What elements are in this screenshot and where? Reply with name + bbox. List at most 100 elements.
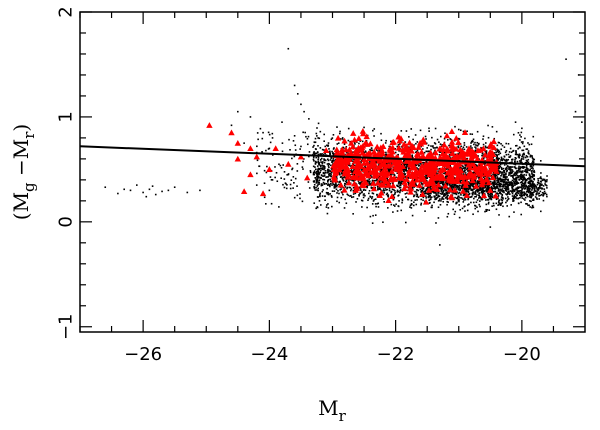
data-point — [487, 124, 489, 127]
data-point — [516, 172, 519, 174]
data-point — [426, 193, 429, 195]
red-triangle-point — [432, 149, 439, 156]
data-point — [519, 194, 521, 197]
y-tick-label: 0 — [56, 216, 77, 227]
data-point — [496, 179, 498, 182]
data-point — [524, 161, 527, 164]
red-triangle-point — [427, 160, 435, 167]
data-point — [400, 181, 402, 184]
data-point — [546, 187, 548, 189]
data-point — [509, 168, 511, 171]
data-point — [439, 203, 442, 206]
data-point — [345, 179, 348, 182]
data-point — [477, 210, 479, 213]
data-point — [481, 152, 484, 155]
data-point — [414, 134, 417, 136]
data-point — [475, 147, 477, 149]
data-point — [538, 182, 540, 185]
data-point — [495, 156, 498, 159]
data-point — [439, 180, 442, 182]
data-point — [371, 149, 373, 152]
data-point — [320, 174, 323, 176]
data-point — [331, 205, 333, 208]
data-point — [510, 174, 513, 177]
red-triangle-point — [461, 129, 469, 135]
data-point — [327, 158, 329, 161]
data-point — [446, 215, 449, 218]
data-point — [429, 195, 432, 197]
data-point — [340, 171, 343, 174]
data-point — [428, 202, 431, 204]
data-point — [333, 147, 335, 149]
data-point — [481, 198, 484, 200]
data-point — [472, 138, 475, 141]
data-point — [411, 155, 414, 158]
data-point — [280, 166, 283, 169]
data-point — [498, 185, 501, 188]
data-point — [415, 193, 418, 195]
data-point — [520, 160, 522, 162]
data-point — [522, 141, 524, 143]
data-point — [515, 152, 517, 154]
data-point — [314, 177, 317, 179]
data-point — [520, 131, 523, 134]
data-point — [503, 174, 505, 177]
data-point — [314, 168, 317, 171]
data-point — [446, 203, 448, 206]
data-point — [533, 171, 536, 173]
data-point — [454, 210, 457, 213]
data-point — [431, 204, 433, 207]
red-triangle-point — [352, 173, 359, 180]
data-point — [510, 171, 513, 174]
data-point — [485, 189, 487, 191]
data-point — [525, 168, 527, 171]
data-point — [499, 152, 502, 155]
fit-line — [79, 145, 586, 168]
data-point — [417, 189, 420, 192]
data-point — [508, 174, 510, 177]
data-point — [421, 189, 424, 192]
data-point — [286, 184, 288, 186]
red-triangle-point — [381, 165, 389, 171]
data-point — [407, 181, 410, 184]
data-point — [256, 132, 259, 134]
data-point — [407, 146, 410, 148]
data-point — [499, 163, 502, 166]
data-point — [510, 182, 513, 185]
data-point — [360, 169, 363, 171]
data-point — [495, 202, 498, 205]
data-point — [294, 144, 297, 147]
data-point — [532, 173, 534, 176]
data-point — [429, 198, 432, 201]
data-point — [384, 142, 387, 144]
data-point — [328, 166, 330, 169]
data-point — [359, 188, 362, 190]
data-point — [457, 137, 460, 140]
data-point — [396, 191, 399, 193]
data-point — [512, 197, 515, 200]
data-point — [329, 159, 332, 161]
data-point — [491, 187, 493, 189]
data-point — [515, 197, 518, 200]
data-point — [379, 170, 382, 173]
data-point — [323, 133, 326, 136]
data-point — [352, 160, 354, 163]
data-point — [350, 169, 352, 172]
data-point — [542, 199, 545, 202]
data-point — [352, 193, 355, 195]
data-point — [482, 191, 485, 194]
data-point — [524, 187, 527, 190]
data-point — [315, 161, 318, 164]
data-point — [520, 141, 523, 143]
data-point — [501, 185, 503, 188]
data-point — [283, 171, 286, 173]
data-point — [462, 130, 465, 133]
data-point — [485, 210, 488, 212]
data-point — [369, 215, 372, 218]
data-point — [472, 140, 474, 143]
data-point — [494, 183, 497, 186]
red-triangle-point — [466, 164, 474, 171]
data-point — [485, 151, 488, 154]
data-point — [473, 185, 475, 188]
